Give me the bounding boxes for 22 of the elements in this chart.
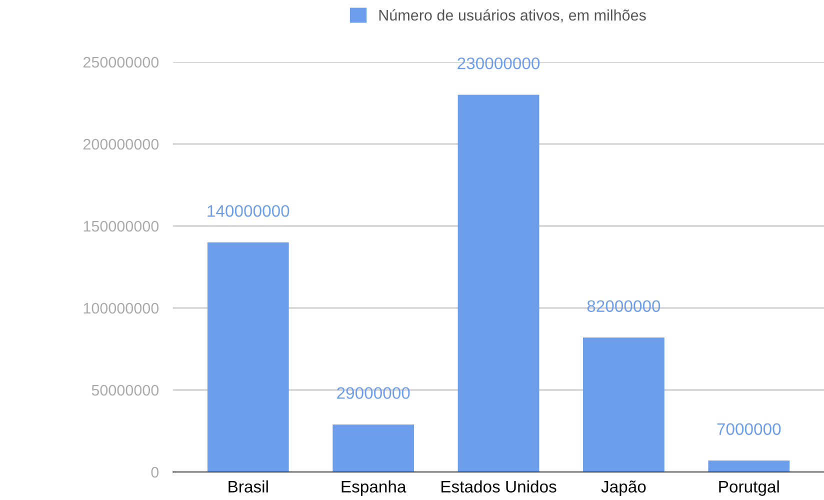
bar [332,424,414,472]
x-tick-label: Estados Unidos [442,480,556,493]
y-tick-label: 50000000 [92,384,159,396]
data-label: 82000000 [587,300,660,312]
y-tick-label: 0 [151,466,159,478]
data-label: 29000000 [337,387,410,399]
bar [207,242,289,472]
bar [708,460,790,472]
y-tick-label: 200000000 [83,138,159,150]
data-label: 140000000 [208,205,290,217]
data-label: 230000000 [458,57,540,70]
data-label: 7000000 [717,423,781,436]
legend-label: Número de usuários ativos, em milhões [379,9,646,22]
y-tick-label: 100000000 [84,302,159,314]
y-tick-label: 150000000 [84,220,159,232]
bar [458,94,540,472]
bar [583,338,664,472]
x-tick-label: Brasil [228,480,268,493]
y-tick-label: 250000000 [83,56,159,68]
x-tick-label: Porutgal [719,480,779,496]
x-tick-label: Espanha [342,480,406,496]
x-tick-label: Japão [601,480,646,496]
